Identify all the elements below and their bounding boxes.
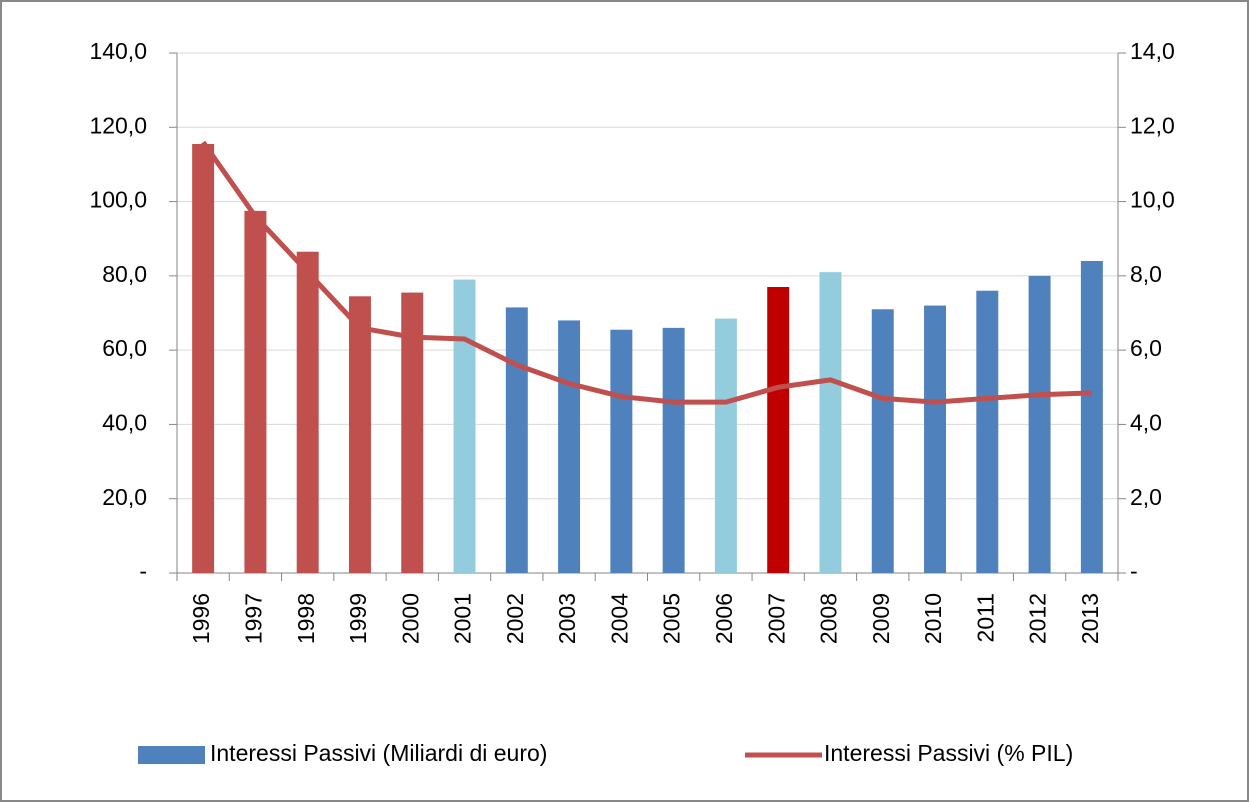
x-tick-label: 2003 [554, 593, 580, 644]
bar [1028, 275, 1051, 573]
y-tick-label: 100,0 [89, 187, 147, 213]
bar [662, 327, 685, 573]
x-tick-label: 1996 [188, 593, 214, 644]
y-tick-label: - [139, 558, 147, 584]
bar [714, 318, 737, 573]
bar [558, 320, 581, 573]
y2-tick-label: 14,0 [1130, 38, 1175, 64]
y2-tick-label: 8,0 [1130, 261, 1162, 287]
y2-tick-label: 4,0 [1130, 410, 1162, 436]
legend-label: Interessi Passivi (% PIL) [824, 740, 1073, 766]
bar [348, 296, 371, 573]
x-tick-label: 2005 [659, 593, 685, 644]
x-tick-label: 2012 [1025, 593, 1051, 644]
bar [192, 144, 215, 573]
x-tick-label: 2004 [606, 593, 632, 644]
bar [505, 307, 528, 573]
x-tick-label: 2011 [972, 593, 998, 642]
x-tick-label: 1998 [293, 593, 319, 644]
y2-tick-label: 10,0 [1130, 187, 1175, 213]
x-tick-label: 2002 [502, 593, 528, 644]
y-tick-label: 60,0 [102, 335, 147, 361]
y-tick-label: 120,0 [89, 112, 147, 138]
x-tick-label: 2013 [1077, 593, 1103, 644]
bar [401, 292, 424, 573]
legend-swatch [138, 746, 205, 764]
bar [610, 329, 633, 573]
y-tick-label: 40,0 [102, 410, 147, 436]
x-tick-label: 2006 [711, 593, 737, 644]
y2-tick-label: 6,0 [1130, 335, 1162, 361]
x-tick-label: 2008 [816, 593, 842, 644]
bar [1080, 261, 1103, 573]
bar [296, 251, 319, 573]
bar [244, 210, 267, 573]
bar [819, 272, 842, 573]
x-tick-label: 2010 [920, 593, 946, 644]
y2-tick-label: - [1130, 558, 1138, 584]
bar [976, 290, 999, 573]
y-tick-label: 140,0 [89, 38, 147, 64]
x-tick-label: 2001 [450, 593, 476, 644]
y-tick-label: 20,0 [102, 484, 147, 510]
x-tick-label: 2007 [763, 593, 789, 644]
legend-label: Interessi Passivi (Miliardi di euro) [210, 740, 547, 766]
y-tick-label: 80,0 [102, 261, 147, 287]
x-tick-label: 2000 [397, 593, 423, 644]
y2-tick-label: 2,0 [1130, 484, 1162, 510]
x-tick-label: 1999 [345, 593, 371, 644]
bar [453, 279, 476, 573]
bar [871, 309, 894, 573]
bar [924, 305, 947, 573]
x-tick-label: 2009 [868, 593, 894, 644]
x-tick-label: 1997 [240, 593, 266, 644]
y2-tick-label: 12,0 [1130, 112, 1175, 138]
line [201, 140, 1092, 405]
bar [767, 287, 790, 573]
